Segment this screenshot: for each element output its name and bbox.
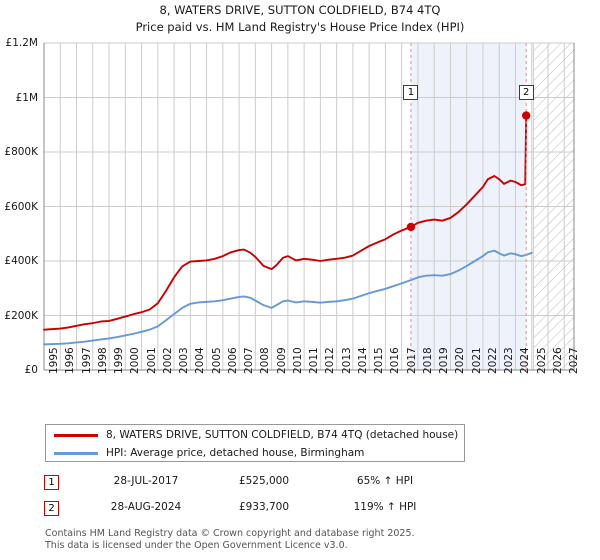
transaction-index-badge: 2 — [44, 501, 59, 516]
x-axis-tick-label: 1996 — [64, 347, 77, 374]
x-axis-tick-label: 2020 — [454, 347, 467, 374]
transaction-hpi-delta: 65% ↑ HPI — [356, 475, 414, 487]
legend-label-hpi: HPI: Average price, detached house, Birm… — [106, 447, 365, 459]
table-row[interactable]: 1 28-JUL-2017 £525,000 65% ↑ HPI — [44, 472, 504, 498]
x-axis-tick-label: 2004 — [194, 347, 207, 374]
x-axis-tick-label: 2016 — [389, 347, 402, 374]
x-axis-tick-label: 1995 — [48, 347, 60, 374]
x-axis-tick-label: 2019 — [438, 347, 451, 374]
chart-title: 8, WATERS DRIVE, SUTTON COLDFIELD, B74 4… — [0, 2, 600, 36]
x-axis-tick-label: 2023 — [503, 347, 516, 374]
x-axis-tick-label: 2021 — [470, 347, 483, 374]
x-axis-tick-label: 2003 — [178, 347, 191, 374]
x-axis-tick-label: 2014 — [356, 347, 369, 374]
x-axis-tick-label: 2000 — [129, 347, 142, 374]
footer-line-1: Contains HM Land Registry data © Crown c… — [45, 528, 415, 539]
transaction-dots — [406, 111, 531, 232]
y-axis-tick-label: £1.2M — [5, 37, 38, 49]
x-axis-tick-label: 2008 — [259, 347, 272, 374]
chart-canvas — [43, 42, 575, 371]
x-axis-tick-label: 2015 — [373, 347, 386, 374]
transaction-date: 28-AUG-2024 — [110, 501, 182, 513]
x-axis-tick-label: 1999 — [113, 347, 126, 374]
x-axis-tick-label: 2011 — [308, 347, 321, 374]
axis-lines — [43, 43, 575, 371]
x-axis-tick-label: 1997 — [80, 347, 93, 374]
chart-title-line-2: Price paid vs. HM Land Registry's House … — [135, 20, 465, 34]
footer-line-2: This data is licensed under the Open Gov… — [45, 539, 348, 551]
transaction-price: £525,000 — [238, 475, 290, 487]
y-axis-tick-label: £400K — [4, 255, 38, 267]
x-axis-tick-label: 2009 — [275, 347, 288, 374]
x-axis-tick-label: 2013 — [340, 347, 353, 374]
y-axis-tick-label: £600K — [4, 200, 38, 213]
x-axis-tick-label: 2006 — [226, 347, 239, 374]
marker-badge[interactable]: 1 — [403, 84, 419, 100]
x-axis-tick-label: 1998 — [96, 347, 109, 374]
transaction-date: 28-JUL-2017 — [113, 475, 179, 487]
chart-legend: 8, WATERS DRIVE, SUTTON COLDFIELD, B74 4… — [45, 424, 465, 462]
x-axis-tick-label: 2027 — [568, 347, 581, 374]
x-axis-tick-label: 2026 — [551, 347, 564, 374]
y-axis-tick-label: £1M — [15, 91, 38, 104]
attribution-footer: Contains HM Land Registry data © Crown c… — [45, 528, 585, 551]
x-axis-tick-label: 2018 — [421, 347, 434, 374]
x-axis-tick-label: 2024 — [519, 347, 532, 374]
transactions-table: 1 28-JUL-2017 £525,000 65% ↑ HPI 2 28-AU… — [44, 472, 504, 524]
transaction-hpi-delta: 119% ↑ HPI — [353, 501, 417, 513]
x-axis-tick-label: 2005 — [210, 347, 223, 374]
marker-badge[interactable]: 2 — [518, 84, 534, 100]
x-axis-tick-label: 2025 — [535, 347, 548, 374]
legend-swatch-price-paid — [54, 434, 98, 437]
y-axis-tick-label: £200K — [4, 309, 38, 322]
legend-item-price-paid: 8, WATERS DRIVE, SUTTON COLDFIELD, B74 4… — [46, 426, 464, 445]
x-axis-tick-label: 2012 — [324, 347, 337, 374]
table-row[interactable]: 2 28-AUG-2024 £933,700 119% ↑ HPI — [44, 498, 504, 524]
chart-plot-area: £0 £200K £400K £600K £800K £1M £1.2M 1995 1996 1… — [4, 37, 581, 376]
chart-title-line-1: 8, WATERS DRIVE, SUTTON COLDFIELD, B74 4… — [159, 3, 441, 17]
legend-swatch-hpi — [54, 452, 98, 455]
transaction-index-badge: 1 — [44, 475, 59, 490]
y-axis-tick-label: £0 — [24, 364, 38, 376]
data-series — [43, 114, 533, 346]
legend-label-price-paid: 8, WATERS DRIVE, SUTTON COLDFIELD, B74 4… — [106, 429, 459, 441]
y-axis-tick-label: £800K — [4, 146, 38, 158]
x-axis-tick-label: 2022 — [486, 347, 499, 374]
x-axis-tick-label: 2002 — [161, 347, 174, 374]
legend-item-hpi: HPI: Average price, detached house, Birm… — [46, 444, 464, 463]
x-axis-tick-label: 2010 — [291, 347, 304, 374]
x-axis-tick-label: 2007 — [243, 347, 256, 374]
x-axis-tick-label: 2001 — [145, 347, 158, 374]
transaction-price: £933,700 — [238, 501, 290, 513]
x-axis-tick-label: 2017 — [405, 347, 418, 374]
